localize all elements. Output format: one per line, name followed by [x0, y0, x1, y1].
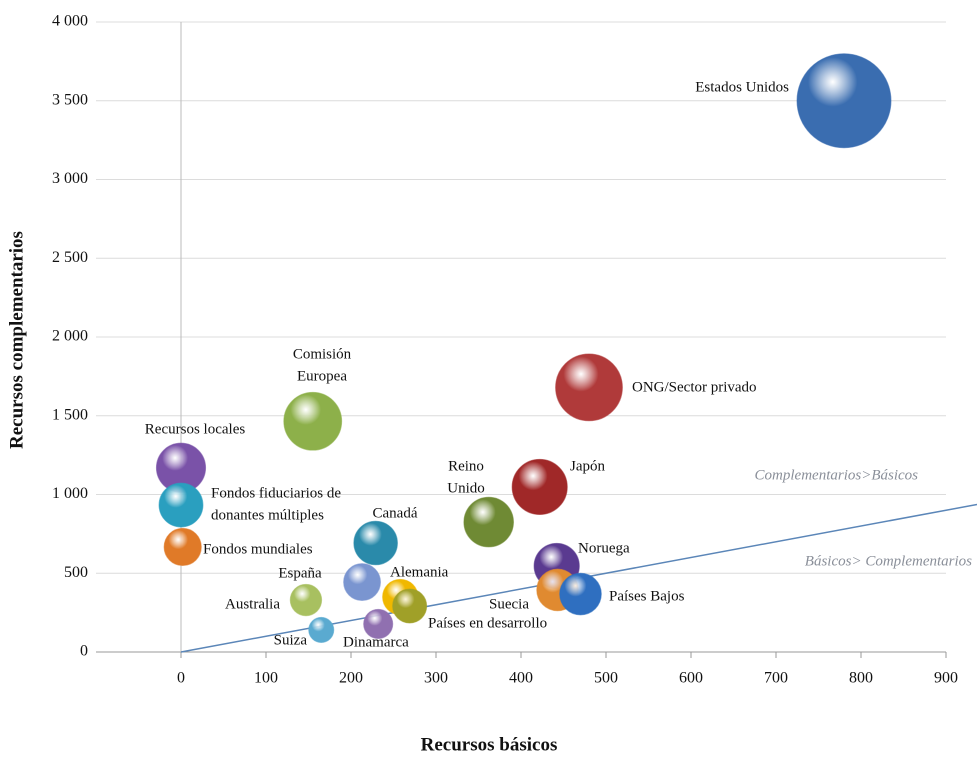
- bubble: [343, 563, 381, 601]
- bubble-label: Europea: [297, 368, 347, 384]
- bubble-label: Dinamarca: [343, 634, 409, 650]
- bubble: [392, 588, 428, 624]
- bubble-label: Estados Unidos: [695, 79, 789, 95]
- x-tick-label: 500: [594, 670, 618, 687]
- bubble-label: Suecia: [489, 596, 529, 612]
- bubble: [289, 583, 323, 617]
- y-tick-label: 1 000: [52, 485, 88, 502]
- bubble-label: Unido: [447, 480, 485, 496]
- x-tick-label: 0: [177, 670, 185, 687]
- bubble: [353, 520, 398, 566]
- bubble-label: Países en desarrollo: [428, 615, 547, 631]
- y-tick-label: 4 000: [52, 13, 88, 30]
- bubble: [511, 458, 568, 515]
- bubble-label: Suiza: [274, 632, 308, 648]
- bubble: [463, 496, 514, 548]
- x-tick-label: 400: [509, 670, 533, 687]
- y-tick-label: 3 500: [52, 91, 88, 108]
- bubble: [158, 482, 204, 528]
- x-tick-label: 100: [254, 670, 278, 687]
- bubble: [283, 391, 343, 451]
- bubble: [163, 527, 202, 567]
- bubble-label: Canadá: [373, 505, 418, 521]
- x-tick-label: 700: [764, 670, 788, 687]
- bubble-label: Alemania: [390, 564, 449, 580]
- y-tick-label: 1 500: [52, 406, 88, 423]
- y-axis-title: Recursos complementarios: [6, 231, 27, 449]
- bubble-label: ONG/Sector privado: [632, 379, 757, 395]
- bubble-label: Comisión: [293, 346, 352, 362]
- bubble: [796, 53, 892, 149]
- x-tick-label: 800: [849, 670, 873, 687]
- annotation: Complementarios>Básicos: [755, 467, 919, 483]
- bubble: [559, 572, 602, 616]
- y-tick-label: 2 500: [52, 249, 88, 266]
- y-tick-label: 0: [80, 643, 88, 660]
- annotation: Básicos> Complementarios: [805, 553, 972, 569]
- x-axis-title: Recursos básicos: [421, 734, 558, 755]
- y-tick-label: 2 000: [52, 328, 88, 345]
- bubble: [308, 616, 335, 643]
- x-tick-label: 200: [339, 670, 363, 687]
- bubble-label: Recursos locales: [145, 421, 246, 437]
- y-tick-label: 500: [64, 564, 88, 581]
- bubble-label: Países Bajos: [609, 588, 685, 604]
- bubble-label: donantes múltiples: [211, 507, 324, 523]
- x-tick-label: 300: [424, 670, 448, 687]
- bubble-label: España: [278, 565, 322, 581]
- bubble: [363, 608, 394, 640]
- bubble-label: Fondos fiduciarios de: [211, 485, 341, 501]
- bubble-label: Fondos mundiales: [203, 541, 313, 557]
- bubble-label: Reino: [448, 458, 484, 474]
- x-tick-label: 900: [934, 670, 958, 687]
- bubble-label: Noruega: [578, 540, 630, 556]
- bubble-label: Japón: [570, 458, 605, 474]
- x-tick-label: 600: [679, 670, 703, 687]
- bubble: [555, 353, 623, 422]
- bubble-label: Australia: [225, 596, 280, 612]
- y-tick-label: 3 000: [52, 170, 88, 187]
